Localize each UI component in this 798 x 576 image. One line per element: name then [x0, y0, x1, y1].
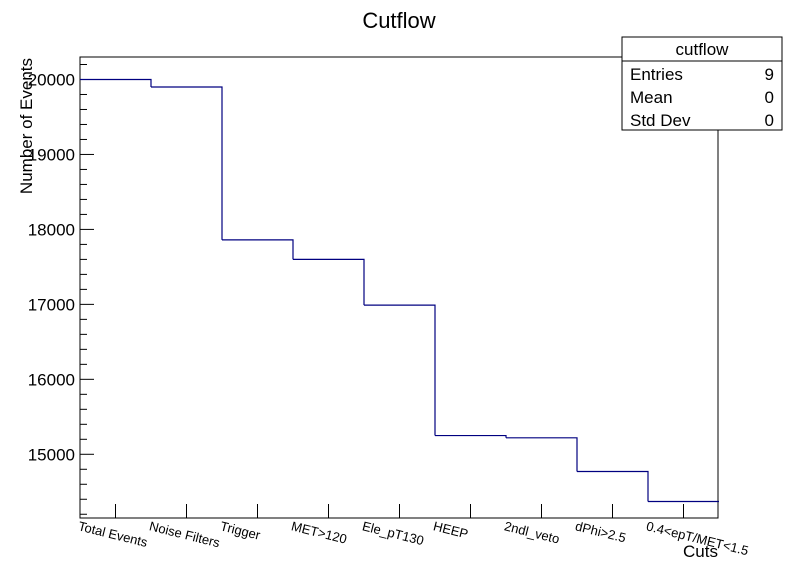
- histogram-bin: [222, 239, 294, 260]
- histogram-bin: [577, 470, 649, 502]
- chart-title: Cutflow: [362, 8, 435, 33]
- x-tick-label: Ele_pT130: [361, 518, 426, 548]
- x-tick-label: dPhi>2.5: [574, 518, 628, 545]
- stats-value-stddev: 0: [765, 111, 774, 130]
- x-tick-label: HEEP: [432, 518, 470, 541]
- histogram-bin: [364, 304, 436, 436]
- x-tick-label: 2ndl_veto: [503, 518, 561, 546]
- histogram-bin: [506, 437, 578, 472]
- y-tick-label: 15000: [28, 445, 75, 464]
- histogram-steps: [80, 78, 719, 503]
- x-axis-title: Cuts: [683, 542, 718, 561]
- x-tick-label: Noise Filters: [148, 518, 222, 550]
- stats-box: cutflow Entries 9 Mean 0 Std Dev 0: [621, 36, 783, 131]
- stats-value-mean: 0: [765, 88, 774, 107]
- y-tick-label: 20000: [28, 70, 75, 89]
- y-axis: 15000 16000 17000 18000 19000 20000: [28, 63, 94, 515]
- y-tick-label: 17000: [28, 295, 75, 314]
- histogram-bin: [80, 78, 152, 87]
- histogram-bin: [151, 86, 223, 240]
- histogram-bin: [293, 258, 365, 306]
- y-tick-label: 16000: [28, 370, 75, 389]
- y-tick-label: 18000: [28, 220, 75, 239]
- histogram-bin: [435, 434, 507, 438]
- stats-box-title: cutflow: [676, 40, 730, 59]
- x-tick-label: Total Events: [77, 518, 150, 550]
- y-tick-label: 19000: [28, 145, 75, 164]
- stats-label-mean: Mean: [630, 88, 673, 107]
- x-tick-label: MET>120: [290, 518, 349, 546]
- y-axis-title: Number of Events: [17, 58, 36, 194]
- stats-label-entries: Entries: [630, 65, 683, 84]
- x-tick-label: Trigger: [219, 518, 263, 543]
- stats-label-stddev: Std Dev: [630, 111, 691, 130]
- stats-value-entries: 9: [765, 65, 774, 84]
